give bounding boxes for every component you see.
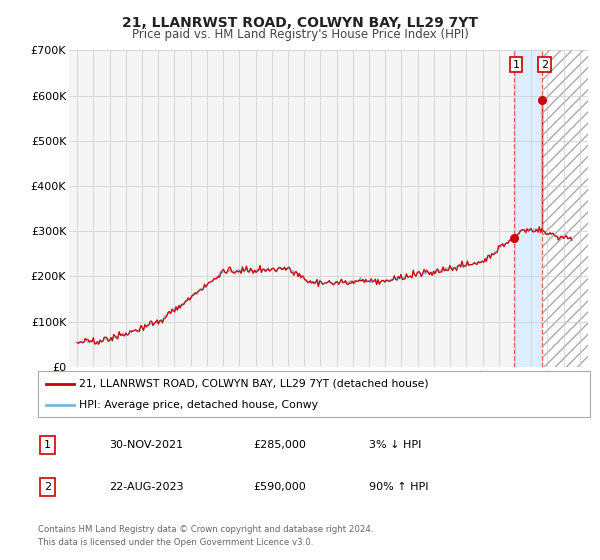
Text: 30-NOV-2021: 30-NOV-2021: [110, 440, 184, 450]
Text: £285,000: £285,000: [253, 440, 306, 450]
Text: 2: 2: [44, 482, 51, 492]
Bar: [542, 50, 588, 367]
Text: 1: 1: [512, 59, 520, 69]
Bar: [514, 50, 542, 367]
Text: £590,000: £590,000: [253, 482, 306, 492]
Text: Price paid vs. HM Land Registry's House Price Index (HPI): Price paid vs. HM Land Registry's House …: [131, 28, 469, 41]
Text: This data is licensed under the Open Government Licence v3.0.: This data is licensed under the Open Gov…: [38, 538, 313, 547]
Text: 2: 2: [541, 59, 548, 69]
Text: HPI: Average price, detached house, Conwy: HPI: Average price, detached house, Conw…: [79, 400, 318, 410]
FancyBboxPatch shape: [38, 371, 590, 417]
Bar: [542, 50, 588, 367]
Text: 1: 1: [44, 440, 51, 450]
Text: 90% ↑ HPI: 90% ↑ HPI: [369, 482, 428, 492]
Text: 21, LLANRWST ROAD, COLWYN BAY, LL29 7YT: 21, LLANRWST ROAD, COLWYN BAY, LL29 7YT: [122, 16, 478, 30]
Text: 21, LLANRWST ROAD, COLWYN BAY, LL29 7YT (detached house): 21, LLANRWST ROAD, COLWYN BAY, LL29 7YT …: [79, 379, 429, 389]
Text: 22-AUG-2023: 22-AUG-2023: [110, 482, 184, 492]
Text: Contains HM Land Registry data © Crown copyright and database right 2024.: Contains HM Land Registry data © Crown c…: [38, 525, 373, 534]
Text: 3% ↓ HPI: 3% ↓ HPI: [369, 440, 421, 450]
